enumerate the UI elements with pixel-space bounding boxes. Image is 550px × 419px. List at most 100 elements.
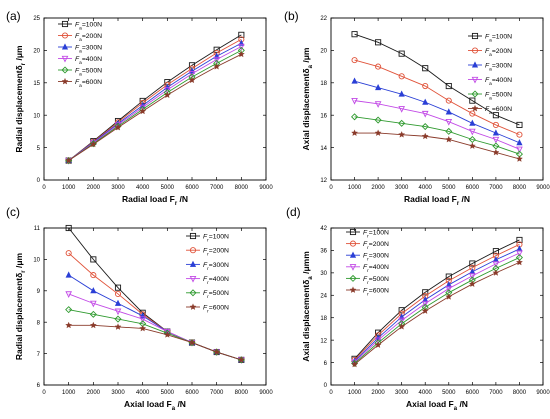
series-line (354, 239, 520, 360)
x-axis-title: Axial load Fa /N (406, 399, 468, 412)
series-line (68, 42, 242, 161)
data-point (237, 50, 245, 58)
data-point (398, 106, 405, 113)
y-axis-title: Axial displacementδa /μm (301, 47, 314, 150)
x-tick-label: 9000 (536, 390, 550, 396)
series-6 (351, 258, 523, 368)
legend-entry: Fa=400N (468, 76, 512, 86)
data-point (469, 128, 476, 136)
data-point (351, 57, 358, 64)
data-point (492, 136, 500, 144)
series-line (68, 50, 242, 161)
legend-marker (189, 247, 197, 254)
data-point (114, 123, 122, 131)
legend-marker (61, 55, 69, 63)
legend-entry: Fr=400N (186, 275, 229, 286)
legend-marker (189, 289, 197, 297)
data-point (374, 101, 382, 108)
data-point (351, 129, 358, 136)
x-axis-title: Radial load Fr /N (122, 194, 188, 207)
x-tick-label: 8000 (235, 185, 249, 191)
series-5 (65, 306, 245, 364)
data-point (374, 116, 382, 124)
legend-entry: Fr=500N (346, 274, 389, 285)
series-line (354, 252, 520, 363)
data-point (188, 76, 196, 84)
data-point (351, 77, 358, 84)
data-point (398, 323, 406, 330)
data-point (351, 97, 358, 105)
data-point (421, 132, 429, 140)
legend-entry: Fa=400N (58, 55, 102, 65)
legend-marker (61, 77, 69, 85)
y-axis-title: Radial displacementδr /μm (14, 252, 27, 360)
data-point (374, 129, 382, 136)
data-point (422, 82, 429, 90)
series-line (354, 100, 520, 150)
series-1 (351, 31, 523, 128)
legend-marker (189, 275, 197, 283)
legend-label: Fa=500N (75, 67, 102, 77)
data-point (114, 308, 122, 316)
legend-marker (349, 264, 357, 271)
data-point (492, 269, 500, 276)
data-point (468, 280, 476, 287)
legend-label: Fa=300N (75, 44, 102, 54)
x-tick-label: 5000 (442, 185, 456, 191)
data-point (213, 46, 220, 53)
legend-entry: Fr=300N (346, 251, 389, 262)
data-point (421, 123, 429, 131)
data-point (445, 82, 452, 90)
legend-entry: Fr=100N (186, 232, 229, 243)
panel-label: (c) (6, 205, 20, 219)
x-tick-label: 6000 (185, 390, 199, 396)
data-point (422, 98, 429, 105)
x-tick-label: 0 (42, 390, 46, 396)
data-point (65, 156, 73, 164)
y-tick-label: 25 (33, 16, 40, 22)
x-tick-label: 3000 (395, 390, 409, 396)
series-5 (351, 113, 523, 158)
data-point (65, 306, 73, 314)
legend-label: Fa=200N (75, 33, 102, 43)
chart-panel-d: 0 1000 2000 3000 4000 5000 6000 7000 8000 9000 0 6 1… (286, 205, 550, 412)
legend-marker (349, 286, 357, 293)
legend-label: Fr=600N (203, 304, 229, 314)
data-point (89, 310, 97, 318)
data-point (375, 63, 382, 70)
series-6 (351, 129, 523, 162)
data-point (90, 300, 97, 308)
y-tick-label: 20 (320, 49, 327, 55)
series-line (354, 59, 520, 136)
y-tick-label: 30 (320, 271, 327, 277)
data-point (516, 146, 523, 154)
legend-entry: Fa=200N (468, 47, 512, 57)
data-point (90, 287, 97, 294)
legend-entry: Fa=100N (58, 20, 102, 31)
legend-entry: Fr=600N (186, 303, 229, 314)
data-point (139, 324, 147, 332)
legend-marker (471, 76, 479, 84)
data-point (65, 321, 73, 329)
series-line (354, 244, 520, 361)
data-point (469, 97, 476, 104)
data-point (188, 71, 196, 78)
data-point (422, 289, 429, 296)
legend-entry: Fr=600N (346, 286, 389, 297)
x-tick-label: 2000 (87, 390, 101, 396)
data-point (445, 293, 453, 300)
y-tick-label: 5 (37, 146, 41, 152)
x-tick-label: 0 (329, 185, 333, 191)
data-point (237, 356, 245, 363)
legend-entry: Fa=300N (468, 61, 512, 72)
data-point (188, 339, 196, 346)
x-tick-label: 5000 (161, 390, 175, 396)
data-point (469, 260, 476, 267)
data-point (398, 119, 406, 127)
x-tick-label: 9000 (259, 185, 273, 191)
x-tick-label: 6000 (466, 185, 480, 191)
y-tick-label: 24 (320, 293, 327, 299)
series-line (354, 261, 520, 365)
y-tick-label: 20 (33, 49, 40, 55)
